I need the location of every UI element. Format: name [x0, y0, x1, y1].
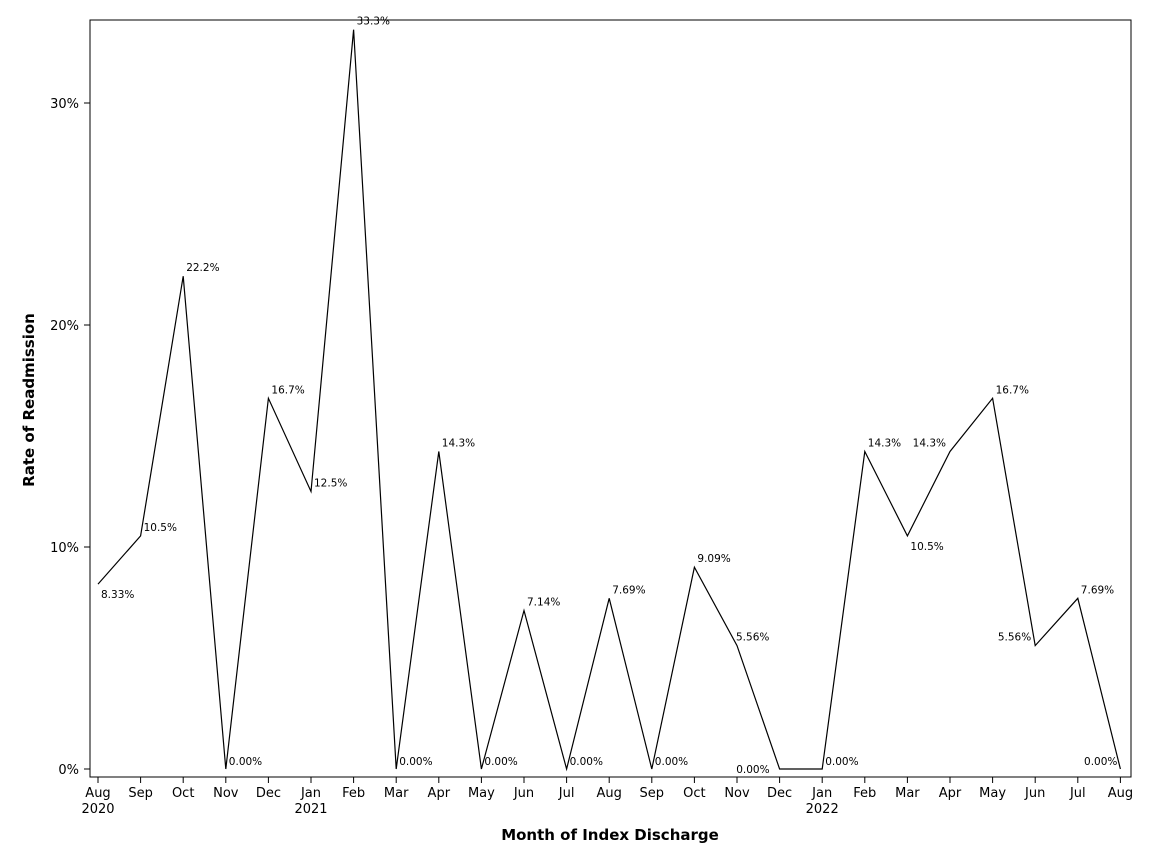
x-tick-label: Jul — [1069, 786, 1086, 801]
data-label: 5.56% — [736, 632, 769, 644]
x-tick-label: Nov — [724, 786, 750, 801]
x-tick-label: Sep — [640, 786, 665, 801]
data-labels: 8.33% 10.5% 22.2% 0.00% 16.7% 12.5% 33.3% 0.00%… — [101, 16, 1117, 776]
x-tick-label: Aug — [1108, 786, 1133, 801]
data-label: 0.00% — [229, 756, 262, 768]
x-tick-label: Aug — [85, 786, 110, 801]
x-tick-label: Mar — [895, 786, 920, 801]
x-tick-label: Jul — [558, 786, 575, 801]
data-label: 10.5% — [910, 541, 943, 553]
data-label: 14.3% — [913, 438, 946, 450]
data-label: 0.00% — [570, 756, 603, 768]
x-tick-label: Feb — [342, 786, 365, 801]
x-tick-label: Nov — [213, 786, 239, 801]
data-label: 7.69% — [1081, 584, 1114, 596]
y-tick-label: 20% — [50, 319, 79, 334]
data-label: 7.69% — [612, 584, 645, 596]
x-year-label: 2021 — [294, 802, 327, 817]
y-tick-label: 30% — [50, 97, 79, 112]
x-tick-label: Oct — [172, 786, 194, 801]
y-axis-title: Rate of Readmission — [20, 313, 38, 487]
data-label: 0.00% — [484, 756, 517, 768]
x-tick-label: Jan — [811, 786, 832, 801]
x-tick-label: Feb — [853, 786, 876, 801]
data-label: 5.56% — [998, 632, 1031, 644]
x-year-label: 2022 — [806, 802, 839, 817]
data-label: 33.3% — [357, 16, 390, 28]
x-tick-label: Apr — [939, 786, 962, 801]
data-label: 12.5% — [314, 478, 347, 490]
x-tick-label: Aug — [597, 786, 622, 801]
x-tick-label: Jan — [300, 786, 321, 801]
x-tick-label: Apr — [428, 786, 451, 801]
y-axis: 0% 10% 20% 30% — [50, 97, 90, 778]
data-label: 14.3% — [868, 438, 901, 450]
data-label: 10.5% — [144, 522, 177, 534]
data-label: 7.14% — [527, 596, 560, 608]
x-tick-label: May — [468, 786, 495, 801]
data-label: 22.2% — [186, 262, 219, 274]
x-tick-label: Jun — [1024, 786, 1045, 801]
data-label: 9.09% — [697, 553, 730, 565]
x-year-label: 2020 — [81, 802, 114, 817]
data-label: 0.00% — [655, 756, 688, 768]
x-tick-label: Oct — [683, 786, 705, 801]
y-tick-label: 10% — [50, 541, 79, 556]
x-tick-label: Dec — [256, 786, 281, 801]
x-tick-label: Mar — [384, 786, 409, 801]
x-axis-title: Month of Index Discharge — [501, 826, 719, 844]
series-line — [97, 29, 1121, 772]
data-label: 0.00% — [399, 756, 432, 768]
data-label: 16.7% — [271, 384, 304, 396]
data-label: 8.33% — [101, 589, 134, 601]
x-tick-label: Sep — [128, 786, 153, 801]
x-tick-label: Dec — [767, 786, 792, 801]
data-label: 0.00% — [736, 764, 769, 776]
data-label: 0.00% — [825, 756, 858, 768]
plot-frame — [89, 19, 1132, 778]
data-label: 0.00% — [1084, 756, 1117, 768]
x-tick-label: Jun — [513, 786, 534, 801]
data-label: 14.3% — [442, 438, 475, 450]
data-label: 16.7% — [996, 384, 1029, 396]
y-tick-label: 0% — [58, 763, 79, 778]
x-tick-label: May — [979, 786, 1006, 801]
